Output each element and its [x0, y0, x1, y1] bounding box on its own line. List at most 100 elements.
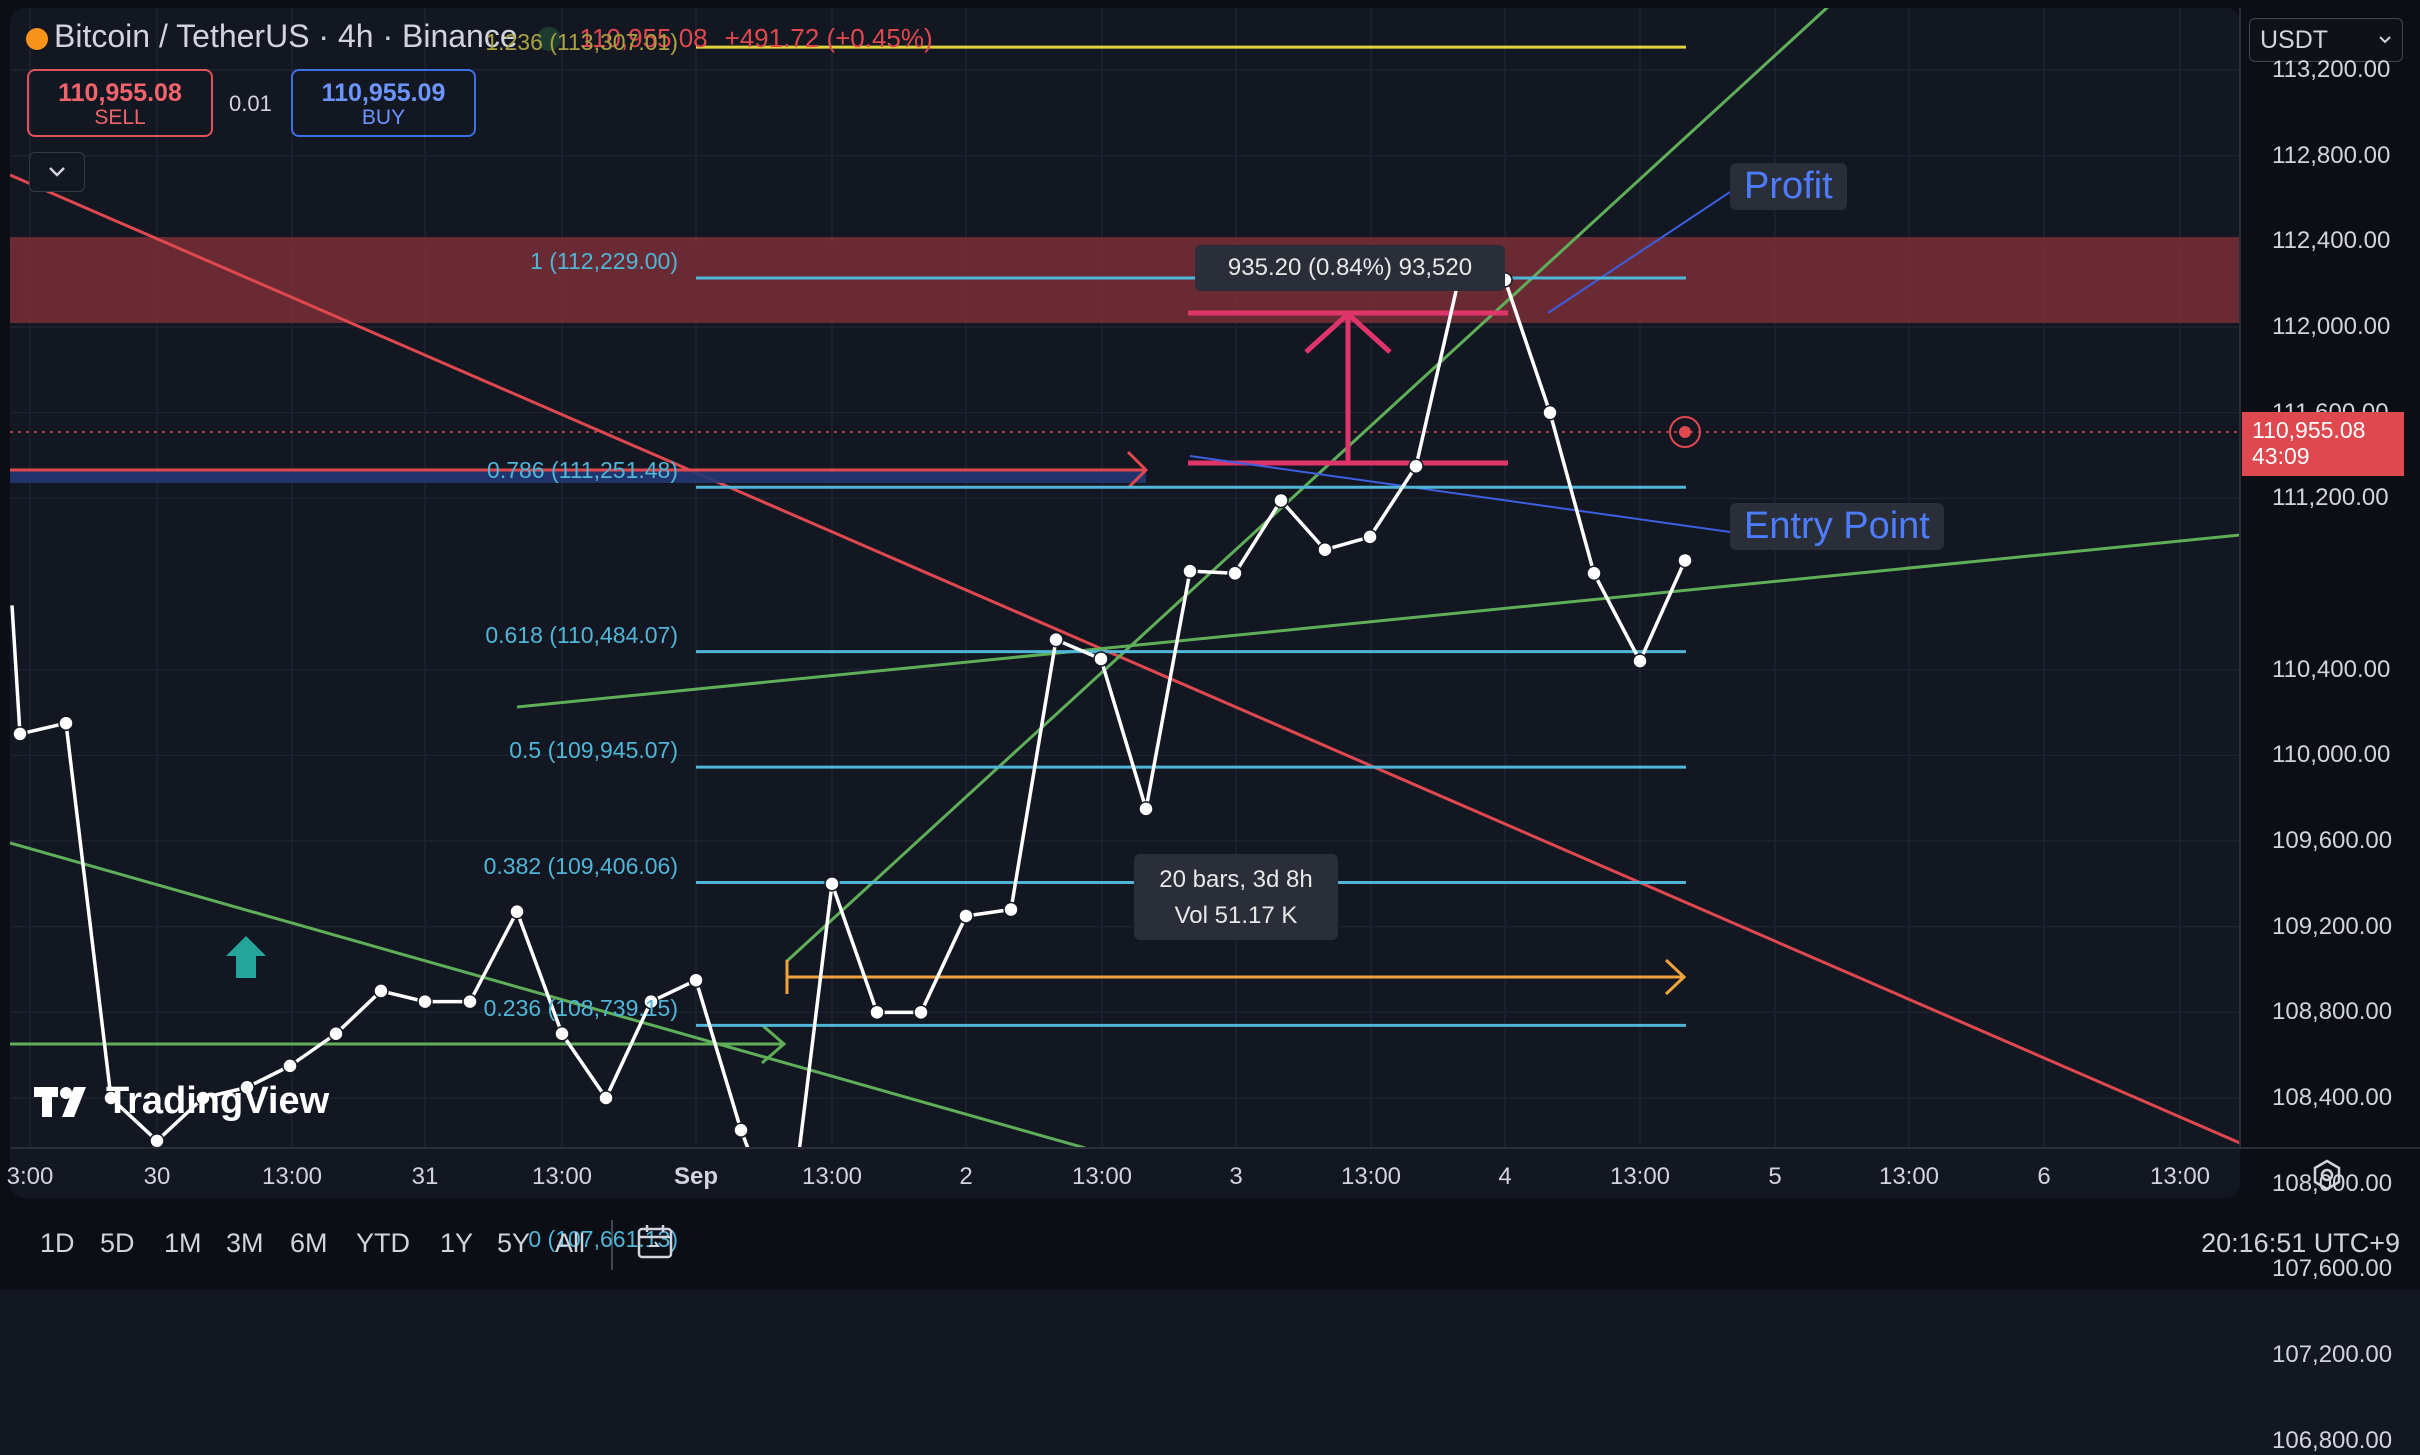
goto-date-button[interactable]: [636, 1222, 676, 1267]
range-button-5d[interactable]: 5D: [100, 1228, 135, 1258]
time-tick-label: 13:00: [531, 1163, 593, 1190]
profit-callout[interactable]: Profit: [1730, 163, 1847, 210]
fib-level-label: 0.5 (109,945.07): [509, 737, 678, 764]
tradingview-icon: [34, 1086, 86, 1117]
range-button-5y[interactable]: 5Y: [497, 1228, 531, 1258]
sell-button[interactable]: 110,955.08 SELL: [27, 69, 213, 137]
price-point: [1273, 492, 1289, 509]
entry-point-callout[interactable]: Entry Point: [1730, 503, 1944, 550]
measure-arrow-head: [1304, 310, 1392, 354]
range-button-1y[interactable]: 1Y: [440, 1228, 474, 1258]
range-button-ytd[interactable]: YTD: [356, 1228, 410, 1258]
time-tick-label: 13:00: [261, 1163, 323, 1190]
price-tick-label: 107,600.00: [2272, 1255, 2393, 1283]
fib-level-label: 0.786 (111,251.48): [487, 457, 678, 484]
time-tick-label: 5: [1768, 1163, 1782, 1190]
price-point: [417, 993, 433, 1010]
range-bars: 20 bars, 3d 8h: [1159, 866, 1313, 893]
price-point: [1048, 631, 1064, 648]
time-tick-label: 13:00: [2149, 1163, 2211, 1190]
range-button-1d[interactable]: 1D: [40, 1228, 75, 1258]
price-point: [1632, 653, 1648, 669]
price-point: [103, 1090, 119, 1106]
price-point: [373, 983, 389, 999]
time-tick-label: 13:00: [801, 1163, 863, 1190]
fib-retracement: [696, 45, 1686, 1027]
price-point: [913, 1004, 929, 1021]
entry-band: [10, 470, 1146, 483]
settings-button[interactable]: [2310, 1158, 2344, 1197]
plot-background: [10, 8, 2240, 1198]
buy-label: BUY: [361, 106, 406, 129]
price-tick-label: 110,000.00: [2272, 741, 2391, 769]
buy-button[interactable]: 110,955.09 BUY: [291, 69, 476, 137]
gear-icon: [2313, 1159, 2341, 1191]
clock[interactable]: 20:16:51 UTC+9: [2201, 1228, 2400, 1258]
symbol-title: Bitcoin / TetherUS · 4h · Binance: [54, 18, 518, 54]
price-point: [58, 715, 74, 731]
mid-trend-line: [516, 533, 2240, 709]
time-tick-label: 13:00: [1609, 1163, 1671, 1190]
profit-connector: [1547, 191, 1731, 314]
time-tick-label: 2: [959, 1163, 973, 1190]
price-point: [958, 908, 974, 924]
time-tick-label: 6: [2037, 1163, 2051, 1190]
price-tick-label: 109,600.00: [2272, 827, 2393, 854]
price-point: [1677, 552, 1693, 569]
currency-select[interactable]: USDT: [2249, 18, 2403, 62]
price-point: [1138, 801, 1154, 817]
price-tick-label: 112,400.00: [2272, 227, 2391, 255]
time-tick-label: 4: [1498, 1163, 1512, 1190]
range-button-all[interactable]: All: [555, 1228, 586, 1258]
price-point: [1542, 404, 1558, 421]
price-point: [509, 903, 525, 920]
sell-label: SELL: [94, 106, 146, 129]
price-tick-label: 113,200.00: [2272, 56, 2391, 83]
price-point: [598, 1090, 614, 1106]
collapse-button[interactable]: [29, 152, 85, 192]
price-point: [1003, 901, 1019, 918]
green-arrow-head: [761, 1023, 787, 1065]
last-price: 110,955.08: [579, 23, 708, 53]
time-tick-label: Sep: [673, 1163, 719, 1190]
price-tag-countdown: 43:09: [2252, 443, 2310, 469]
price-point: [554, 1026, 570, 1042]
price-tick-label: 112,000.00: [2272, 313, 2391, 340]
price-point: [239, 1079, 255, 1096]
symbol-header[interactable]: Bitcoin / TetherUS · 4h · Binance 110,95…: [26, 18, 933, 55]
fib-level-label: 1 (112,229.00): [530, 247, 678, 274]
price-tick-label: 108,400.00: [2272, 1084, 2393, 1111]
downtrend-line: [10, 173, 2240, 1145]
range-button-3m[interactable]: 3M: [226, 1228, 264, 1258]
uptrend-line: [785, 8, 1829, 963]
sell-price: 110,955.08: [58, 79, 182, 107]
tradingview-logo: TradingView: [34, 1080, 329, 1123]
drawings: [10, 8, 2240, 1148]
price-tick-label: 110,400.00: [2272, 655, 2391, 683]
fib-level-label: 0.382 (109,406.06): [483, 852, 678, 879]
range-button-1m[interactable]: 1M: [164, 1228, 202, 1258]
fib-level-label: 0.618 (110,484.07): [485, 621, 678, 648]
price-point: [328, 1026, 344, 1042]
time-tick-label: 13:00: [1071, 1163, 1133, 1190]
buy-price: 110,955.09: [321, 79, 446, 107]
fib-level-label: 0 (107,661.13): [528, 1226, 678, 1253]
calendar-icon: [637, 1225, 673, 1259]
time-tick-label: 30: [143, 1163, 171, 1190]
chevron-down-icon: [2379, 36, 2391, 44]
price-point: [195, 1090, 211, 1106]
price-point: [1362, 529, 1378, 545]
time-tick-label: 31: [411, 1163, 439, 1190]
range-button-6m[interactable]: 6M: [290, 1228, 328, 1258]
price-tag-value: 110,955.08: [2252, 417, 2366, 443]
price-point: [1586, 565, 1602, 582]
chevron-down-icon: [49, 167, 65, 177]
range-vol: Vol 51.17 K: [1174, 902, 1298, 929]
price-tick-label: 107,200.00: [2272, 1341, 2393, 1368]
price-point: [643, 993, 659, 1010]
price-series: [10, 265, 1693, 1148]
price-tick-label: 112,800.00: [2272, 141, 2391, 169]
brand-name: TradingView: [106, 1080, 330, 1122]
price-tick-label: 111,200.00: [2272, 484, 2389, 512]
